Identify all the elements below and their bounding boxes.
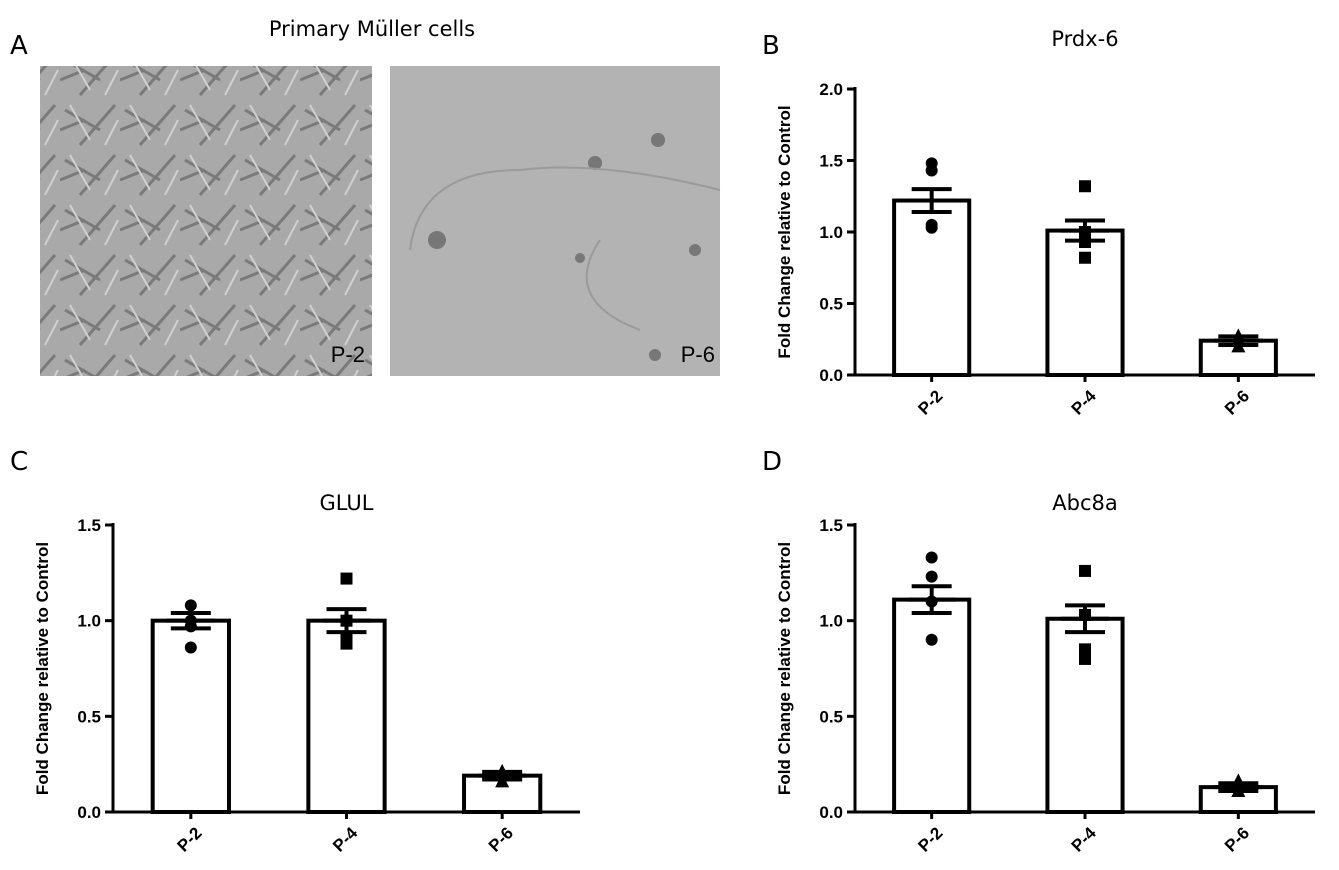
y-tick-label: 1.5 [819, 516, 843, 535]
data-point [1079, 608, 1091, 621]
sparse-cells [428, 133, 701, 361]
panel-label: D [762, 447, 782, 477]
chart-title: Prdx-6 [1051, 27, 1118, 51]
data-point [1079, 236, 1091, 249]
bar [462, 773, 543, 814]
x-tick-label: P-4 [329, 823, 362, 856]
data-point [184, 641, 197, 654]
data-point [925, 221, 938, 234]
y-tick-label: 0.5 [819, 295, 843, 314]
x-tick-label: P-2 [914, 823, 946, 855]
chart-title: Abc8a [1052, 491, 1117, 515]
data-point [925, 551, 938, 564]
panel-label: C [10, 447, 28, 477]
data-point [340, 614, 353, 627]
y-tick-label: 1.0 [77, 612, 101, 631]
y-tick-label: 1.5 [819, 152, 843, 171]
micrograph [390, 66, 720, 376]
data-point [1079, 251, 1091, 264]
data-point [1079, 652, 1091, 665]
figure-title: Primary Müller cells [269, 17, 475, 41]
x-tick-label: P-6 [1221, 823, 1253, 855]
x-tick-label: P-4 [1068, 823, 1101, 856]
bar [892, 597, 972, 814]
x-tick-label: P-6 [1221, 386, 1253, 418]
data-point [925, 570, 938, 583]
chart-title: GLUL [320, 491, 374, 515]
y-tick-label: 1.0 [819, 612, 843, 631]
x-tick-label: P-6 [485, 823, 517, 855]
data-point [1079, 180, 1091, 193]
data-point [340, 572, 353, 585]
y-axis-label: Fold Change relative to Control [33, 542, 52, 795]
data-point [184, 599, 197, 612]
micrograph [40, 66, 372, 376]
data-point [495, 773, 510, 788]
cell-outline [409, 166, 721, 331]
panel-label: B [762, 31, 780, 61]
panel-label: A [10, 31, 28, 61]
data-point [1079, 643, 1091, 656]
data-point [1231, 332, 1246, 347]
y-tick-label: 0.0 [819, 366, 843, 385]
data-point [184, 620, 197, 633]
image-label: P-6 [681, 342, 715, 367]
x-tick-label: P-2 [914, 386, 946, 418]
y-tick-label: 0.0 [819, 803, 843, 822]
y-tick-label: 0.0 [77, 803, 101, 822]
x-tick-label: P-4 [1068, 386, 1101, 419]
data-point [925, 595, 938, 608]
y-tick-label: 0.5 [819, 707, 843, 726]
image-label: P-2 [331, 342, 365, 367]
y-tick-label: 2.0 [819, 80, 843, 99]
data-point [1231, 782, 1246, 797]
data-point [495, 765, 510, 780]
y-tick-label: 1.5 [77, 516, 101, 535]
data-point [340, 637, 353, 650]
y-tick-label: 0.5 [77, 707, 101, 726]
x-tick-label: P-2 [174, 823, 206, 855]
error-bar [907, 187, 956, 214]
data-point [925, 633, 938, 646]
y-axis-label: Fold Change relative to Control [775, 542, 794, 795]
data-point [1079, 564, 1091, 577]
y-axis-label: Fold Change relative to Control [775, 105, 794, 358]
data-point [1079, 226, 1091, 238]
data-point [925, 164, 938, 177]
y-tick-label: 1.0 [819, 223, 843, 242]
